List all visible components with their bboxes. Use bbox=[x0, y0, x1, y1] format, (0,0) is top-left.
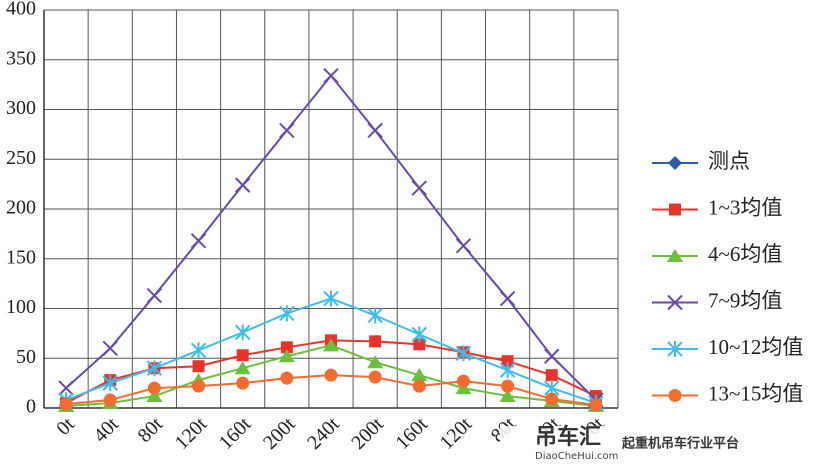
marker bbox=[667, 294, 683, 311]
marker bbox=[545, 369, 558, 382]
marker bbox=[367, 307, 383, 324]
marker bbox=[589, 398, 603, 412]
marker bbox=[501, 355, 514, 368]
marker bbox=[668, 389, 682, 402]
marker bbox=[190, 342, 207, 359]
marker bbox=[59, 397, 73, 411]
marker bbox=[192, 379, 206, 393]
x-tick-label: 120t bbox=[436, 413, 477, 454]
marker bbox=[236, 376, 250, 390]
marker bbox=[367, 122, 383, 139]
y-tick-label: 300 bbox=[6, 97, 36, 119]
marker bbox=[280, 341, 293, 354]
y-tick-label: 250 bbox=[6, 147, 36, 169]
marker bbox=[667, 341, 683, 357]
marker bbox=[147, 381, 161, 395]
watermark-bg bbox=[500, 426, 612, 462]
watermark-logo: 吊车汇 bbox=[535, 424, 601, 450]
x-tick-label: 160t bbox=[391, 413, 432, 454]
marker bbox=[455, 238, 472, 254]
marker bbox=[367, 355, 384, 369]
legend-label: 10~12均值 bbox=[708, 335, 803, 359]
marker bbox=[368, 370, 382, 384]
x-tick-label: 200t bbox=[347, 413, 388, 454]
x-tick-label: 120t bbox=[171, 413, 212, 454]
series-line bbox=[65, 74, 597, 401]
marker bbox=[323, 338, 339, 352]
marker bbox=[234, 361, 251, 375]
marker bbox=[102, 340, 118, 357]
x-tick-label: 0t bbox=[52, 413, 79, 440]
y-tick-label: 350 bbox=[6, 47, 36, 69]
watermark: 吊车汇 DiaoCheHui.com 起重机吊车行业平台 bbox=[500, 424, 739, 462]
x-tick-label: 40t bbox=[89, 413, 123, 447]
marker bbox=[146, 360, 163, 377]
legend: 测点 1~3均值 4~6均值 7~9均值 10~12均值 13~15均值 bbox=[652, 149, 803, 405]
marker bbox=[668, 156, 682, 170]
marker bbox=[323, 290, 339, 307]
legend-label: 4~6均值 bbox=[708, 242, 782, 266]
marker bbox=[411, 326, 428, 343]
marker bbox=[667, 249, 683, 262]
marker bbox=[669, 203, 681, 216]
marker bbox=[499, 362, 516, 379]
marker bbox=[146, 287, 163, 304]
y-tick-label: 0 bbox=[26, 396, 36, 418]
marker bbox=[499, 389, 516, 403]
marker bbox=[236, 349, 249, 362]
x-tick-label: 240t bbox=[303, 413, 344, 454]
x-tick-label: 80t bbox=[134, 413, 168, 447]
y-tick-label: 200 bbox=[6, 197, 36, 219]
watermark-url: DiaoCheHui.com bbox=[535, 451, 618, 462]
marker bbox=[102, 375, 118, 392]
legend-label: 13~15均值 bbox=[708, 381, 803, 405]
marker bbox=[192, 360, 205, 373]
marker bbox=[234, 177, 251, 193]
marker bbox=[234, 324, 251, 341]
marker bbox=[369, 335, 382, 348]
x-tick-label: 160t bbox=[215, 413, 256, 454]
marker bbox=[103, 393, 117, 407]
marker bbox=[544, 348, 560, 364]
y-tick-label: 50 bbox=[16, 346, 36, 368]
marker bbox=[323, 67, 339, 84]
y-tick-label: 150 bbox=[6, 246, 36, 268]
marker bbox=[501, 379, 515, 393]
marker bbox=[411, 180, 428, 196]
watermark-slogan: 起重机吊车行业平台 bbox=[621, 436, 739, 452]
marker bbox=[280, 371, 294, 385]
legend-label: 测点 bbox=[708, 149, 750, 173]
marker bbox=[190, 233, 207, 249]
marker bbox=[545, 392, 559, 406]
marker bbox=[58, 380, 74, 396]
marker bbox=[278, 349, 295, 363]
marker bbox=[279, 122, 295, 139]
marker bbox=[499, 290, 516, 307]
y-tick-label: 400 bbox=[6, 0, 36, 20]
marker bbox=[455, 345, 472, 362]
marker bbox=[413, 338, 426, 351]
marker bbox=[279, 305, 295, 322]
marker bbox=[411, 368, 428, 382]
marker bbox=[324, 368, 338, 382]
marker bbox=[456, 374, 470, 388]
legend-label: 1~3均值 bbox=[708, 195, 782, 219]
y-tick-label: 100 bbox=[6, 296, 36, 318]
marker bbox=[412, 379, 426, 393]
marker bbox=[146, 389, 163, 403]
x-tick-label: 200t bbox=[259, 413, 300, 454]
legend-label: 7~9均值 bbox=[708, 288, 782, 312]
